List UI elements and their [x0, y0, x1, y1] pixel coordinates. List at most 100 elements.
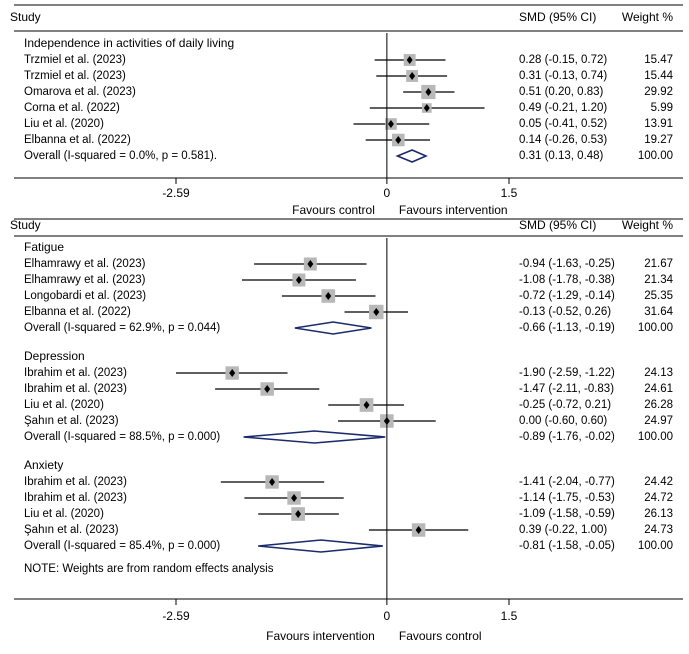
study-weight: 29.92: [644, 86, 673, 98]
overall-weight: 100.00: [638, 150, 673, 162]
overall-diamond: [294, 321, 372, 335]
study-label: Elhamrawy et al. (2023): [24, 274, 146, 286]
axis-tick-label: 0: [384, 609, 391, 623]
overall-diamond: [258, 539, 383, 553]
subgroup-title: Fatigue: [24, 240, 64, 254]
study-ci-text: 0.14 (-0.26, 0.53): [519, 134, 607, 146]
study-ci-text: 0.49 (-0.21, 1.20): [519, 102, 607, 114]
study-label: Trzmiel et al. (2023): [24, 54, 126, 66]
point-estimate: [291, 494, 298, 502]
axis-left-label: Favours intervention: [266, 629, 375, 643]
study-label: Ibrahim et al. (2023): [24, 492, 127, 504]
overall-label: Overall (I-squared = 0.0%, p = 0.581).: [24, 150, 217, 162]
study-label: Şahın et al. (2023): [24, 415, 119, 427]
point-estimate: [229, 369, 236, 377]
study-weight: 21.67: [644, 258, 673, 270]
study-weight: 24.72: [644, 492, 673, 504]
study-label: Elbanna et al. (2022): [24, 306, 131, 318]
axis-right-label: Favours control: [399, 629, 482, 643]
study-ci-text: -0.13 (-0.52, 0.26): [519, 306, 611, 318]
study-label: Liu et al. (2020): [24, 399, 104, 411]
point-estimate: [373, 308, 380, 316]
axis-left-label: Favours control: [292, 203, 375, 217]
footnote: NOTE: Weights are from random effects an…: [24, 563, 274, 575]
point-estimate: [363, 401, 370, 409]
study-label: Şahın et al. (2023): [24, 524, 119, 536]
column-header-smd: SMD (95% CI): [519, 218, 596, 232]
study-ci-text: -1.09 (-1.58, -0.59): [519, 508, 615, 520]
axis-tick-label: -2.59: [162, 186, 190, 200]
study-ci-text: -1.47 (-2.11, -0.83): [519, 383, 614, 395]
overall-label: Overall (I-squared = 88.5%, p = 0.000): [24, 431, 220, 443]
point-estimate: [387, 120, 394, 128]
study-weight: 24.97: [644, 415, 673, 427]
study-label: Elhamrawy et al. (2023): [24, 258, 146, 270]
point-estimate: [425, 88, 432, 96]
point-estimate: [307, 260, 314, 268]
axis-tick-label: 0: [384, 186, 391, 200]
subgroup-title: Depression: [24, 349, 85, 363]
subgroup-title: Independence in activities of daily livi…: [24, 36, 234, 50]
point-estimate: [409, 72, 416, 80]
study-ci-text: -1.41 (-2.04, -0.77): [519, 476, 615, 488]
overall-weight: 100.00: [638, 540, 673, 552]
study-ci-text: 0.00 (-0.60, 0.60): [519, 415, 607, 427]
study-weight: 24.61: [644, 383, 673, 395]
study-label: Liu et al. (2020): [24, 508, 104, 520]
overall-ci-text: 0.31 (0.13, 0.48): [519, 150, 604, 162]
study-weight: 24.73: [644, 524, 673, 536]
column-header-weight: Weight %: [622, 10, 673, 24]
study-label: Ibrahim et al. (2023): [24, 367, 127, 379]
point-estimate: [295, 510, 302, 518]
study-weight: 19.27: [644, 134, 673, 146]
study-ci-text: 0.39 (-0.22, 1.00): [519, 524, 607, 536]
point-estimate: [395, 136, 402, 144]
overall-ci-text: -0.81 (-1.58, -0.05): [519, 540, 615, 552]
study-ci-text: 0.05 (-0.41, 0.52): [519, 118, 607, 130]
point-estimate: [423, 104, 430, 112]
point-estimate: [264, 385, 271, 393]
axis-tick-label: -2.59: [162, 609, 190, 623]
study-label: Ibrahim et al. (2023): [24, 476, 127, 488]
overall-weight: 100.00: [638, 322, 673, 334]
study-ci-text: -1.14 (-1.75, -0.53): [519, 492, 615, 504]
column-header-study: Study: [10, 10, 41, 24]
study-ci-text: -1.90 (-2.59, -1.22): [519, 367, 615, 379]
point-estimate: [295, 276, 302, 284]
study-weight: 25.35: [644, 290, 673, 302]
study-label: Liu et al. (2020): [24, 118, 104, 130]
study-weight: 24.13: [644, 367, 673, 379]
study-weight: 13.91: [644, 118, 673, 130]
column-header-study: Study: [10, 218, 41, 232]
study-ci-text: 0.28 (-0.15, 0.72): [519, 54, 607, 66]
column-header-weight: Weight %: [622, 218, 673, 232]
axis-tick-label: 1.5: [501, 186, 518, 200]
study-ci-text: -0.94 (-1.63, -0.25): [519, 258, 615, 270]
study-weight: 24.42: [644, 476, 673, 488]
overall-label: Overall (I-squared = 85.4%, p = 0.000): [24, 540, 220, 552]
axis-right-label: Favours intervention: [399, 203, 508, 217]
overall-ci-text: -0.89 (-1.76, -0.02): [519, 431, 615, 443]
overall-diamond: [243, 430, 386, 444]
study-weight: 5.99: [651, 102, 673, 114]
point-estimate: [269, 478, 276, 486]
study-ci-text: 0.51 (0.20, 0.83): [519, 86, 604, 98]
study-ci-text: -0.25 (-0.72, 0.21): [519, 399, 611, 411]
overall-label: Overall (I-squared = 62.9%, p = 0.044): [24, 322, 220, 334]
column-header-smd: SMD (95% CI): [519, 10, 596, 24]
study-label: Corna et al. (2022): [24, 102, 120, 114]
study-ci-text: -1.08 (-1.78, -0.38): [519, 274, 615, 286]
overall-diamond: [395, 149, 428, 163]
study-label: Omarova et al. (2023): [24, 86, 136, 98]
overall-weight: 100.00: [638, 431, 673, 443]
subgroup-title: Anxiety: [24, 458, 63, 472]
study-weight: 26.13: [644, 508, 673, 520]
study-label: Longobardi et al. (2023): [24, 290, 146, 302]
study-label: Trzmiel et al. (2023): [24, 70, 126, 82]
overall-ci-text: -0.66 (-1.13, -0.19): [519, 322, 615, 334]
study-ci-text: -0.72 (-1.29, -0.14): [519, 290, 615, 302]
study-weight: 15.44: [644, 70, 673, 82]
study-weight: 31.64: [644, 306, 673, 318]
axis-tick-label: 1.5: [501, 609, 518, 623]
